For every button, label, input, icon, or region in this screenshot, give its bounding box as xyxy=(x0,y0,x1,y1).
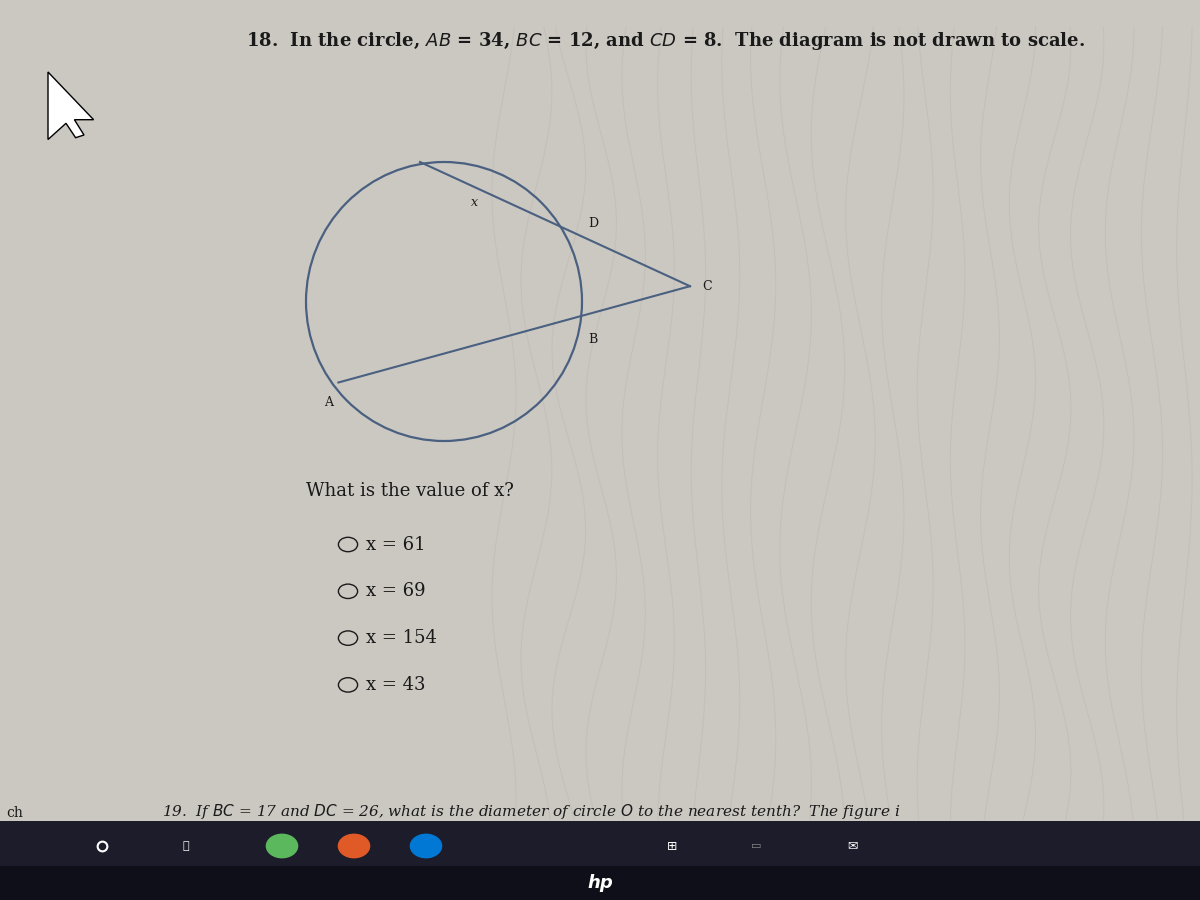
Bar xyxy=(0,821,1200,900)
Text: 19.  If $BC$ = 17 and $DC$ = 26, what is the diameter of circle $O$ to the neare: 19. If $BC$ = 17 and $DC$ = 26, what is … xyxy=(162,802,900,822)
Text: x = 43: x = 43 xyxy=(366,676,426,694)
Text: A: A xyxy=(324,396,334,409)
Text: B: B xyxy=(588,333,598,346)
Text: x = 69: x = 69 xyxy=(366,582,426,600)
Circle shape xyxy=(266,834,298,858)
Text: D: D xyxy=(588,218,598,230)
Text: ⬜: ⬜ xyxy=(182,841,190,851)
Bar xyxy=(0,866,1200,900)
Text: ✉: ✉ xyxy=(847,840,857,852)
Polygon shape xyxy=(48,72,94,140)
Text: x: x xyxy=(470,196,478,209)
Text: hp: hp xyxy=(587,874,613,892)
Circle shape xyxy=(338,834,370,858)
Circle shape xyxy=(410,834,442,858)
Text: ⊞: ⊞ xyxy=(667,840,677,852)
Text: x = 154: x = 154 xyxy=(366,629,437,647)
Text: C: C xyxy=(702,280,712,292)
Text: ch: ch xyxy=(6,806,23,820)
Text: What is the value of x?: What is the value of x? xyxy=(306,482,514,500)
Text: ▭: ▭ xyxy=(751,841,761,851)
Text: x = 61: x = 61 xyxy=(366,536,426,554)
Text: 18.  In the circle, $AB$ = 34, $BC$ = 12, and $CD$ = 8.  The diagram is not draw: 18. In the circle, $AB$ = 34, $BC$ = 12,… xyxy=(246,30,1086,51)
